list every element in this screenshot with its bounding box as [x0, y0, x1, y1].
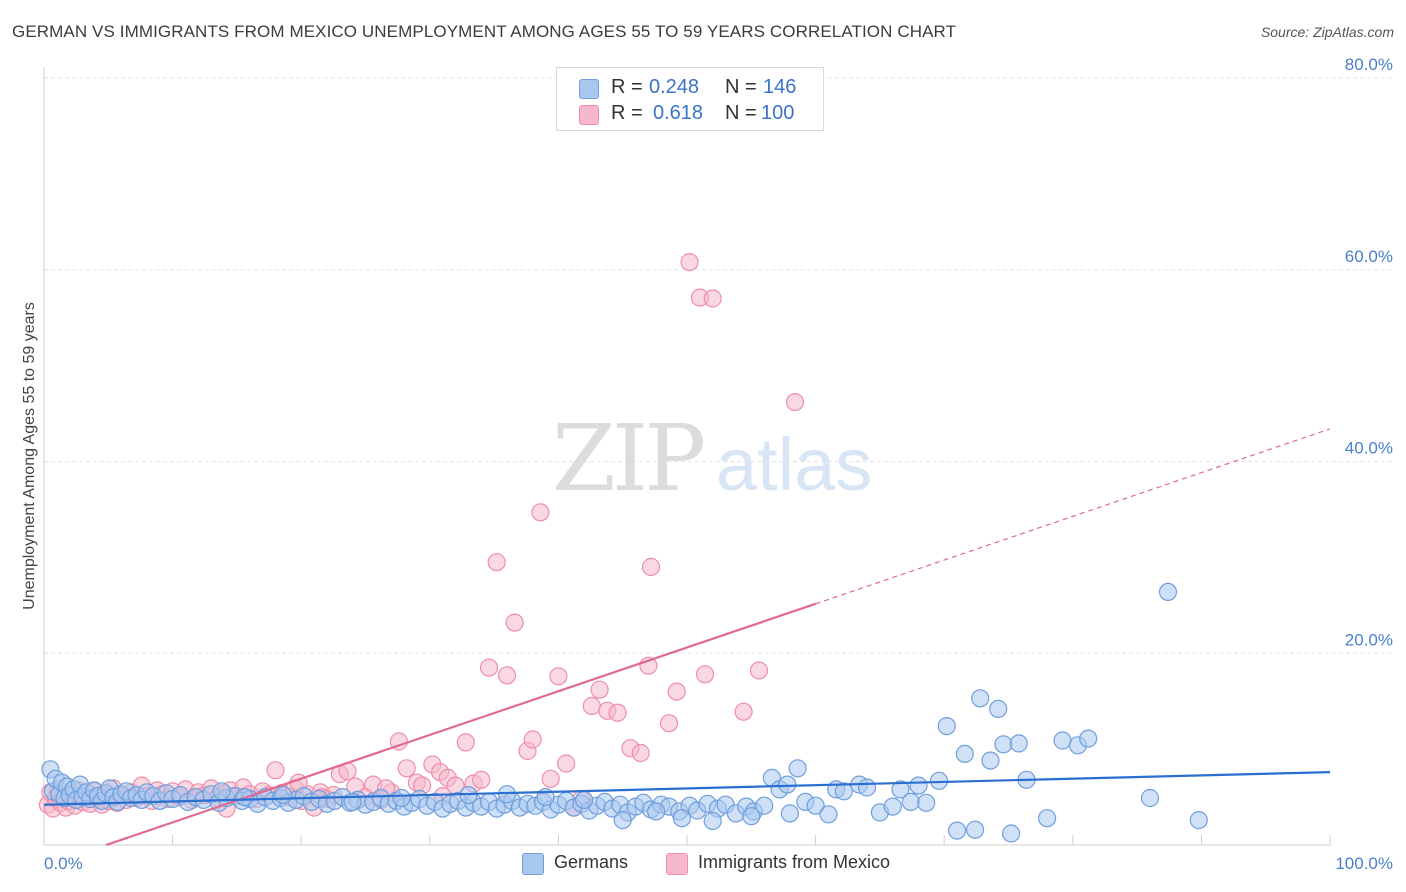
mexico-point	[505, 613, 524, 632]
mexico-swatch	[579, 105, 599, 125]
mexico-point	[785, 393, 805, 412]
german-point	[981, 751, 1000, 770]
trend-lines	[43, 428, 1331, 847]
r-value-mexico: 0.618	[653, 102, 704, 124]
mexico-point	[397, 759, 416, 778]
mexico-point	[531, 503, 550, 522]
german-point	[891, 780, 910, 799]
r-label: R =	[611, 102, 643, 124]
tick-labels: 20.0% 40.0% 60.0% 80.0% 0.0% 100.0%	[44, 55, 1393, 873]
german-point	[909, 776, 928, 795]
german-point	[971, 689, 990, 708]
german-point	[1009, 734, 1028, 753]
legend-label-mexico: Immigrants from Mexico	[698, 852, 891, 872]
mexico-point	[456, 733, 475, 752]
mexico-point	[472, 770, 491, 789]
grid-lines	[44, 77, 1392, 654]
german-trend-line-solid	[43, 771, 1331, 806]
germans-legend-swatch	[522, 853, 544, 875]
german-point	[1001, 824, 1021, 843]
german-point	[703, 811, 722, 831]
german-point	[778, 775, 797, 794]
mexico-trend-line-dashed	[815, 428, 1331, 605]
german-point	[212, 782, 231, 801]
n-label: N =	[725, 76, 757, 98]
german-point	[955, 744, 974, 764]
mexico-points	[38, 253, 805, 818]
n-label: N =	[725, 102, 757, 124]
german-point	[755, 796, 774, 815]
x-tick-label: 100.0%	[1335, 854, 1393, 873]
german-point	[780, 804, 800, 823]
german-point	[1079, 729, 1098, 748]
mexico-point	[541, 769, 560, 788]
german-point	[994, 735, 1013, 754]
german-point	[857, 778, 877, 797]
mexico-point	[631, 743, 650, 763]
german-point	[646, 802, 666, 821]
german-point	[613, 810, 632, 830]
german-point	[1158, 582, 1178, 602]
mexico-point	[734, 702, 753, 721]
mexico-point	[523, 730, 542, 749]
german-point	[1189, 810, 1208, 830]
mexico-point	[667, 682, 686, 701]
mexico-point	[497, 666, 517, 685]
german-point	[937, 716, 956, 736]
stats-legend: R = 0.248 N = 146 R = 0.618 N = 100	[556, 67, 824, 131]
mexico-point	[266, 761, 285, 780]
german-point	[392, 788, 411, 808]
german-point	[806, 796, 825, 815]
watermark-zip: ZIP	[552, 405, 703, 512]
german-point	[672, 809, 692, 828]
source-label: Source: ZipAtlas.com	[1260, 24, 1394, 40]
mexico-point	[659, 714, 679, 733]
german-point	[788, 759, 807, 778]
axes	[43, 67, 1331, 846]
german-point	[574, 790, 594, 810]
x-tick-label: 0.0%	[44, 854, 83, 873]
mexico-legend-swatch	[666, 853, 688, 875]
germans-swatch	[579, 79, 599, 99]
r-label: R =	[611, 76, 643, 98]
mexico-point	[695, 665, 715, 684]
mexico-point	[556, 754, 576, 773]
y-tick-label: 60.0%	[1345, 247, 1393, 266]
mexico-point	[487, 553, 506, 572]
y-tick-label: 80.0%	[1345, 55, 1393, 74]
german-point	[274, 785, 293, 805]
y-axis-label: Unemployment Among Ages 55 to 59 years	[21, 302, 38, 610]
german-point	[819, 805, 838, 824]
german-point	[1140, 788, 1160, 808]
watermark-atlas: atlas	[716, 423, 872, 506]
german-point	[1037, 809, 1057, 828]
german-point	[834, 782, 854, 801]
n-value-germans: 146	[763, 76, 797, 98]
german-point	[917, 793, 936, 812]
legend-label-germans: Germans	[554, 852, 629, 872]
chart-title: GERMAN VS IMMIGRANTS FROM MEXICO UNEMPLO…	[12, 22, 957, 41]
mexico-point	[582, 696, 601, 716]
y-tick-label: 20.0%	[1345, 630, 1393, 649]
german-point	[742, 807, 761, 826]
german-point	[965, 820, 985, 839]
mexico-point	[590, 680, 609, 699]
german-point	[883, 797, 902, 816]
r-value-germans: 0.248	[649, 76, 700, 98]
german-point	[1053, 731, 1072, 750]
mexico-point	[549, 667, 568, 686]
mexico-point	[641, 557, 661, 577]
german-point	[947, 821, 967, 840]
mexico-point	[479, 658, 499, 677]
n-value-mexico: 100	[761, 102, 795, 124]
mexico-point	[608, 703, 627, 722]
mexico-point	[703, 289, 722, 308]
mexico-trend-line-solid	[105, 602, 816, 847]
y-tick-label: 40.0%	[1345, 439, 1393, 458]
german-point	[901, 792, 920, 812]
german-point	[989, 699, 1008, 719]
mexico-point	[680, 253, 699, 272]
mexico-point	[749, 661, 769, 680]
